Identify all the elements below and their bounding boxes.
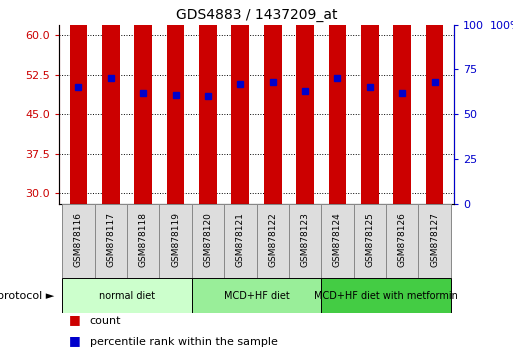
Bar (328, 0, 346, 204)
Bar (321, 278, 451, 313)
Text: GSM878116: GSM878116 (74, 212, 83, 268)
Bar (289, 204, 321, 278)
Bar (296, 0, 314, 204)
Text: GSM878119: GSM878119 (171, 212, 180, 268)
Bar (231, 0, 249, 204)
Bar (134, 0, 152, 204)
Bar (264, 0, 282, 204)
Bar (167, 17, 185, 204)
Text: GSM878120: GSM878120 (204, 212, 212, 267)
Text: GSM878126: GSM878126 (398, 212, 407, 267)
Text: percentile rank within the sample: percentile rank within the sample (90, 337, 278, 347)
Bar (393, 0, 411, 204)
Y-axis label: 100%: 100% (489, 21, 513, 31)
Bar (62, 204, 94, 278)
Bar (192, 278, 321, 313)
Bar (102, 0, 120, 204)
Text: ■: ■ (69, 334, 81, 347)
Bar (386, 204, 419, 278)
Bar (160, 204, 192, 278)
Bar (62, 278, 192, 313)
Text: count: count (90, 316, 121, 326)
Text: GSM878125: GSM878125 (365, 212, 374, 267)
Text: normal diet: normal diet (99, 291, 155, 301)
Bar (199, 4, 217, 204)
Text: MCD+HF diet: MCD+HF diet (224, 291, 289, 301)
Text: GSM878123: GSM878123 (301, 212, 309, 267)
Bar (224, 204, 256, 278)
Bar (419, 204, 451, 278)
Title: GDS4883 / 1437209_at: GDS4883 / 1437209_at (176, 8, 337, 22)
Text: GSM878127: GSM878127 (430, 212, 439, 267)
Text: GSM878118: GSM878118 (139, 212, 148, 268)
Bar (256, 204, 289, 278)
Bar (192, 204, 224, 278)
Bar (361, 0, 379, 204)
Bar (94, 204, 127, 278)
Bar (70, 0, 87, 204)
Text: GSM878121: GSM878121 (236, 212, 245, 267)
Text: GSM878122: GSM878122 (268, 212, 277, 267)
Text: GSM878124: GSM878124 (333, 212, 342, 267)
Bar (321, 204, 353, 278)
Bar (353, 204, 386, 278)
Text: protocol ►: protocol ► (0, 291, 54, 301)
Text: ■: ■ (69, 313, 81, 326)
Text: GSM878117: GSM878117 (106, 212, 115, 268)
Bar (127, 204, 160, 278)
Bar (426, 0, 443, 204)
Text: MCD+HF diet with metformin: MCD+HF diet with metformin (314, 291, 458, 301)
